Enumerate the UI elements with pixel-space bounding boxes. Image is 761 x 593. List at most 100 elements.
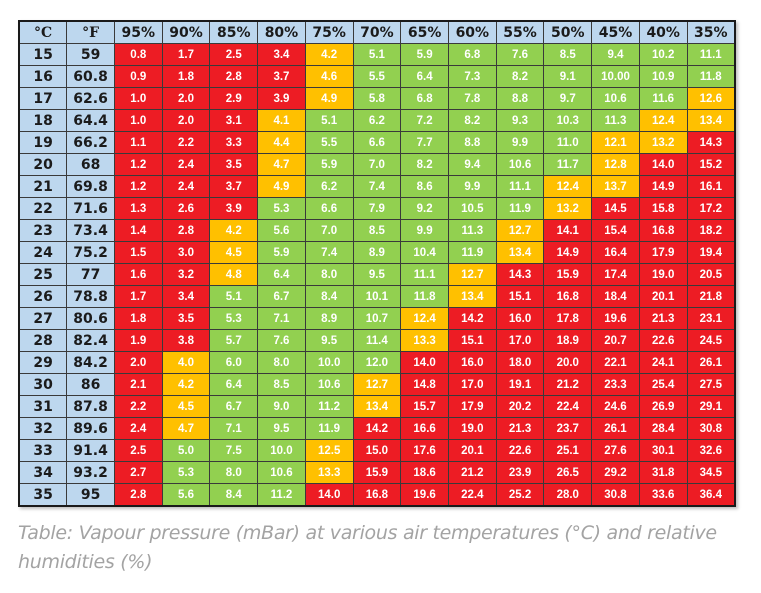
- vapour-pressure-cell: 14.9: [638, 175, 688, 198]
- vapour-pressure-cell: 11.8: [686, 65, 736, 88]
- vapour-pressure-cell: 17.2: [686, 197, 736, 220]
- vapour-pressure-cell: 22.4: [447, 483, 497, 507]
- vapour-pressure-cell: 10.4: [400, 241, 449, 264]
- fahrenheit-cell: 93.2: [66, 461, 115, 484]
- vapour-pressure-cell: 11.2: [257, 483, 306, 507]
- vapour-pressure-cell: 8.2: [495, 65, 545, 88]
- vapour-pressure-cell: 5.6: [257, 219, 306, 242]
- vapour-pressure-cell: 5.1: [352, 43, 402, 66]
- vapour-pressure-cell: 4.7: [257, 153, 306, 176]
- vapour-pressure-cell: 12.0: [352, 351, 402, 374]
- vapour-pressure-cell: 8.8: [447, 131, 497, 154]
- vapour-pressure-cell: 26.9: [638, 395, 688, 418]
- vapour-pressure-cell: 14.0: [638, 153, 688, 176]
- vapour-pressure-cell: 30.1: [638, 439, 688, 462]
- vapour-pressure-cell: 20.0: [543, 351, 593, 374]
- vapour-pressure-cell: 17.6: [400, 439, 449, 462]
- vapour-pressure-table: °C °F 95% 90% 85% 80% 75% 70% 65% 60% 55% 50% 45% 40%…: [18, 20, 736, 507]
- vapour-pressure-cell: 10.6: [304, 373, 354, 396]
- celsius-cell: 35: [18, 483, 68, 507]
- vapour-pressure-cell: 11.1: [686, 43, 736, 66]
- vapour-pressure-cell: 20.1: [638, 285, 688, 308]
- vapour-pressure-cell: 14.8: [400, 373, 449, 396]
- vapour-pressure-cell: 11.7: [543, 153, 593, 176]
- vapour-pressure-cell: 2.5: [209, 43, 259, 66]
- vapour-pressure-cell: 33.6: [638, 483, 688, 507]
- vapour-pressure-cell: 14.3: [495, 263, 545, 286]
- vapour-pressure-cell: 5.9: [304, 153, 354, 176]
- vapour-pressure-cell: 18.4: [591, 285, 640, 308]
- vapour-pressure-cell: 25.1: [543, 439, 593, 462]
- vapour-pressure-cell: 2.4: [161, 175, 211, 198]
- fahrenheit-cell: 86: [66, 373, 115, 396]
- vapour-pressure-cell: 16.8: [638, 219, 688, 242]
- vapour-pressure-cell: 8.0: [209, 461, 259, 484]
- vapour-pressure-cell: 10.9: [638, 65, 688, 88]
- vapour-pressure-cell: 26.1: [591, 417, 640, 440]
- table-row: 18 64.4 1.0 2.0 3.1 4.1 5.1 6.2 7.2 8.2 9.3 10.3 11.…: [18, 109, 736, 132]
- vapour-pressure-cell: 9.9: [400, 219, 449, 242]
- vapour-pressure-cell: 12.7: [352, 373, 402, 396]
- vapour-pressure-cell: 25.4: [638, 373, 688, 396]
- vapour-pressure-cell: 15.8: [638, 197, 688, 220]
- vapour-pressure-cell: 9.5: [352, 263, 402, 286]
- vapour-pressure-cell: 9.4: [447, 153, 497, 176]
- vapour-pressure-cell: 10.7: [352, 307, 402, 330]
- vapour-pressure-cell: 17.0: [495, 329, 545, 352]
- vapour-pressure-cell: 15.1: [495, 285, 545, 308]
- vapour-pressure-cell: 7.2: [400, 109, 449, 132]
- vapour-pressure-cell: 5.0: [161, 439, 211, 462]
- vapour-pressure-cell: 3.1: [209, 109, 259, 132]
- vapour-pressure-cell: 2.4: [161, 153, 211, 176]
- vapour-pressure-cell: 14.2: [352, 417, 402, 440]
- vapour-pressure-cell: 3.0: [161, 241, 211, 264]
- celsius-cell: 19: [18, 131, 68, 154]
- vapour-pressure-cell: 14.3: [686, 131, 736, 154]
- celsius-cell: 21: [18, 175, 68, 198]
- vapour-pressure-cell: 26.5: [543, 461, 593, 484]
- header-humidity: 50%: [543, 20, 593, 44]
- vapour-pressure-cell: 29.1: [686, 395, 736, 418]
- table-body: 15 59 0.8 1.7 2.5 3.4 4.2 5.1 5.9 6.8 7.6 8.5 9.4 10.…: [18, 43, 736, 507]
- table-row: 21 69.8 1.2 2.4 3.7 4.9 6.2 7.4 8.6 9.9 11.1 12.4 13…: [18, 175, 736, 198]
- vapour-pressure-cell: 17.9: [447, 395, 497, 418]
- vapour-pressure-cell: 10.3: [543, 109, 593, 132]
- fahrenheit-cell: 69.8: [66, 175, 115, 198]
- vapour-pressure-cell: 3.9: [209, 197, 259, 220]
- table-row: 32 89.6 2.4 4.7 7.1 9.5 11.9 14.2 16.6 19.0 21.3 23…: [18, 417, 736, 440]
- vapour-pressure-cell: 2.2: [161, 131, 211, 154]
- vapour-pressure-cell: 14.9: [543, 241, 593, 264]
- vapour-pressure-cell: 15.9: [543, 263, 593, 286]
- vapour-pressure-cell: 7.8: [447, 87, 497, 110]
- fahrenheit-cell: 77: [66, 263, 115, 286]
- vapour-pressure-cell: 16.0: [495, 307, 545, 330]
- vapour-pressure-cell: 4.2: [161, 373, 211, 396]
- vapour-pressure-cell: 10.6: [257, 461, 306, 484]
- vapour-pressure-cell: 9.9: [447, 175, 497, 198]
- vapour-pressure-cell: 6.7: [209, 395, 259, 418]
- vapour-pressure-cell: 5.6: [161, 483, 211, 507]
- vapour-pressure-cell: 1.0: [113, 109, 163, 132]
- vapour-pressure-cell: 2.9: [209, 87, 259, 110]
- vapour-pressure-cell: 8.2: [400, 153, 449, 176]
- table-row: 31 87.8 2.2 4.5 6.7 9.0 11.2 13.4 15.7 17.9 20.2 22…: [18, 395, 736, 418]
- celsius-cell: 22: [18, 197, 68, 220]
- table-row: 25 77 1.6 3.2 4.8 6.4 8.0 9.5 11.1 12.7 14.3 15.9 17…: [18, 263, 736, 286]
- fahrenheit-cell: 91.4: [66, 439, 115, 462]
- vapour-pressure-cell: 4.0: [161, 351, 211, 374]
- vapour-pressure-cell: 36.4: [686, 483, 736, 507]
- vapour-pressure-cell: 29.2: [591, 461, 640, 484]
- vapour-pressure-cell: 2.0: [161, 87, 211, 110]
- vapour-pressure-cell: 5.5: [304, 131, 354, 154]
- vapour-pressure-cell: 4.2: [209, 219, 259, 242]
- fahrenheit-cell: 89.6: [66, 417, 115, 440]
- vapour-pressure-cell: 17.4: [591, 263, 640, 286]
- vapour-pressure-cell: 32.6: [686, 439, 736, 462]
- vapour-pressure-cell: 5.3: [161, 461, 211, 484]
- header-row: °C °F 95% 90% 85% 80% 75% 70% 65% 60% 55% 50% 45% 40%…: [18, 20, 736, 44]
- vapour-pressure-cell: 31.8: [638, 461, 688, 484]
- vapour-pressure-cell: 18.0: [495, 351, 545, 374]
- vapour-pressure-cell: 3.8: [161, 329, 211, 352]
- vapour-pressure-cell: 7.3: [447, 65, 497, 88]
- vapour-pressure-cell: 8.9: [304, 307, 354, 330]
